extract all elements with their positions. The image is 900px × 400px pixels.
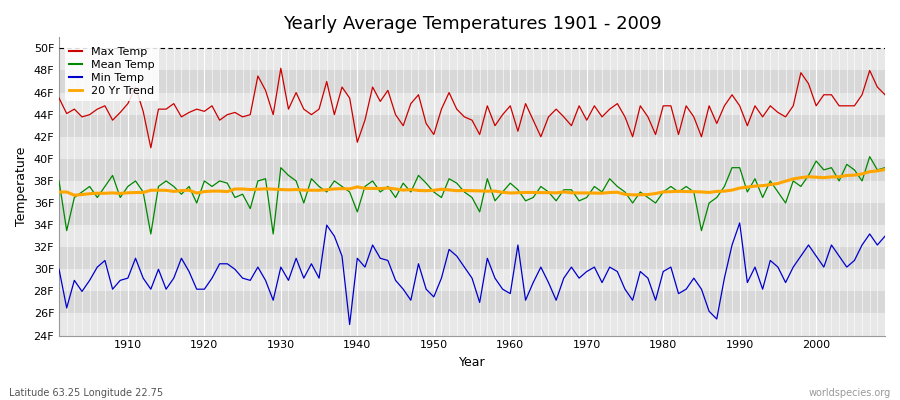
Text: Latitude 63.25 Longitude 22.75: Latitude 63.25 Longitude 22.75 [9,388,163,398]
Bar [59,247,885,269]
Bar [59,159,885,181]
Bar [59,225,885,247]
Bar [59,269,885,291]
Legend: Max Temp, Mean Temp, Min Temp, 20 Yr Trend: Max Temp, Mean Temp, Min Temp, 20 Yr Tre… [65,43,159,100]
Text: worldspecies.org: worldspecies.org [809,388,891,398]
Bar [59,70,885,92]
Bar [59,92,885,115]
Bar [59,48,885,70]
Bar [59,203,885,225]
Y-axis label: Temperature: Temperature [15,147,28,226]
X-axis label: Year: Year [459,356,485,369]
Bar [59,137,885,159]
Bar [59,314,885,336]
Bar [59,181,885,203]
Title: Yearly Average Temperatures 1901 - 2009: Yearly Average Temperatures 1901 - 2009 [283,15,662,33]
Bar [59,115,885,137]
Bar [59,291,885,314]
